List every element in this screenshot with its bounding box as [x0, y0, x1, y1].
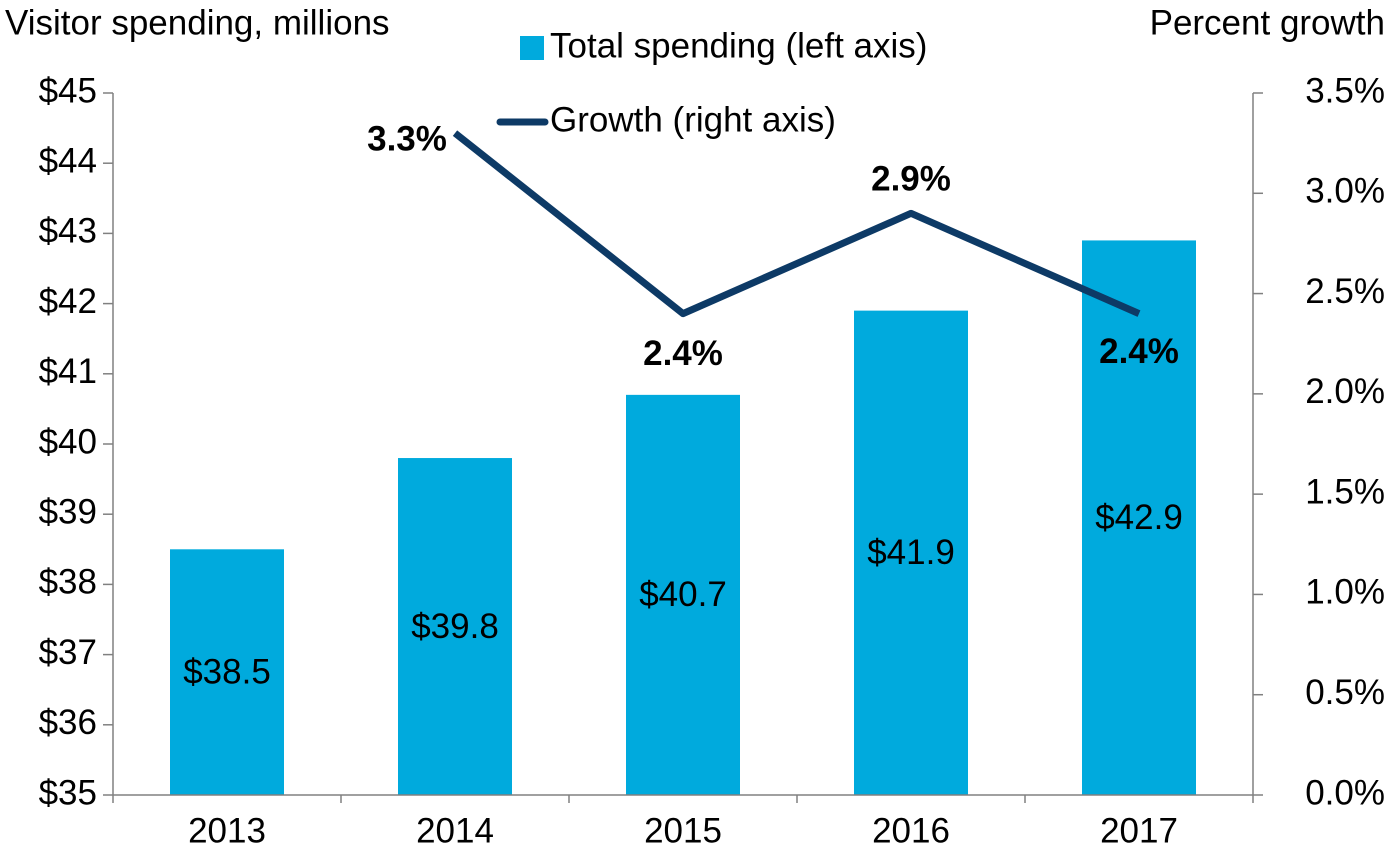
y-tick-label: $43 — [39, 212, 97, 251]
y-tick-label: $37 — [39, 633, 97, 672]
y2-tick-label: 3.5% — [1305, 71, 1385, 110]
y-tick-label: $45 — [39, 71, 97, 110]
bar-value-label: $42.9 — [1095, 498, 1183, 537]
y2-tick-label: 3.0% — [1305, 172, 1385, 211]
y-tick-label: $42 — [39, 282, 97, 321]
y-tick-label: $38 — [39, 563, 97, 602]
bar — [1082, 240, 1196, 796]
y-tick-label: $44 — [39, 141, 97, 180]
y2-tick-label: 2.0% — [1305, 372, 1385, 411]
line-value-label: 2.9% — [871, 160, 951, 199]
y-tick-label: $41 — [39, 352, 97, 391]
legend-label: Total spending (left axis) — [550, 26, 927, 65]
y2-axis-title: Percent growth — [1150, 3, 1385, 42]
y2-tick-label: 1.0% — [1305, 573, 1385, 612]
y2-tick-label: 0.5% — [1305, 673, 1385, 712]
y2-tick-label: 2.5% — [1305, 272, 1385, 311]
y2-tick-label: 0.0% — [1305, 773, 1385, 812]
bar-value-label: $40.7 — [639, 575, 727, 614]
bar — [170, 549, 284, 795]
y-tick-label: $36 — [39, 703, 97, 742]
line-value-label: 2.4% — [643, 334, 723, 373]
line-value-label: 2.4% — [1099, 332, 1179, 371]
bar-value-label: $39.8 — [411, 607, 499, 646]
bar — [626, 394, 740, 795]
y2-tick-label: 1.5% — [1305, 472, 1385, 511]
legend-label: Growth (right axis) — [550, 100, 836, 139]
legend-swatch — [520, 36, 544, 60]
bar-value-label: $41.9 — [867, 533, 955, 572]
x-tick-label: 2014 — [416, 811, 494, 850]
y-tick-label: $39 — [39, 492, 97, 531]
y-axis-title: Visitor spending, millions — [5, 3, 390, 42]
x-tick-label: 2013 — [188, 811, 266, 850]
line-value-label: 3.3% — [367, 119, 447, 158]
y-tick-label: $40 — [39, 422, 97, 461]
growth-line — [452, 130, 1141, 318]
bar — [854, 310, 968, 795]
y-tick-label: $35 — [39, 773, 97, 812]
bar-value-label: $38.5 — [183, 652, 271, 691]
x-tick-label: 2017 — [1100, 811, 1178, 850]
x-tick-label: 2016 — [872, 811, 950, 850]
bar — [398, 458, 512, 795]
x-tick-label: 2015 — [644, 811, 722, 850]
